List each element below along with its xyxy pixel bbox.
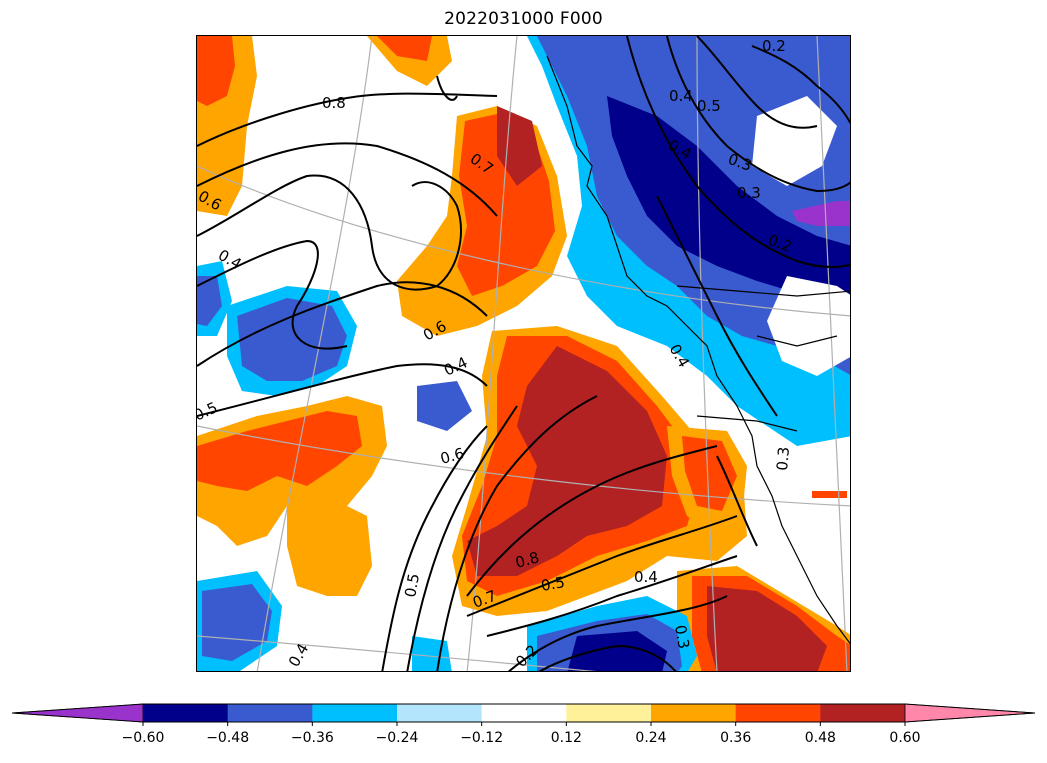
dark-red-region [467,346,667,576]
red-region [377,36,432,61]
red-region [812,491,847,498]
dark-blue-region [567,631,667,671]
light-blue-region [412,636,452,671]
coastline [546,55,850,645]
purple-region [792,201,850,226]
map-title: 2022031000 F000 [444,9,603,29]
contour-label: 0.3 [671,624,693,651]
contour-label: 0.3 [737,184,761,202]
colorbar-tick-label: −0.12 [460,730,503,746]
contour-label: 0.5 [197,398,220,424]
contour-label: 0.5 [401,572,423,599]
contour-label: 0.8 [322,94,346,112]
colorbar-cell [143,704,229,722]
contour-label: 0.6 [438,444,466,468]
contour-label: 0.2 [762,37,786,55]
contour-label: 0.4 [669,87,693,105]
contour-label: 0.5 [540,573,567,595]
filled-shading [197,36,850,671]
colorbar-ticks: −0.60 −0.48 −0.36 −0.24 −0.12 0.12 0.24 0.36 0.4… [122,722,921,746]
colorbar-extend-max [904,703,1036,723]
colorbar-tick-label: −0.60 [122,730,165,746]
contour-label: 0.3 [773,446,793,471]
colorbar-cell [566,704,652,722]
colorbar-tick-label: −0.36 [291,730,334,746]
medium-blue-region [197,276,222,326]
colorbar-cell [735,704,821,722]
colorbar-tick-label: 0.60 [889,730,920,746]
orange-region [287,501,372,596]
colorbar-tick-label: −0.24 [376,730,419,746]
contour-label: 0.4 [441,353,470,379]
colorbar-tick-label: −0.48 [206,730,249,746]
colorbar-tick-label: 0.36 [720,730,751,746]
medium-blue-region [417,381,472,431]
colorbar-cell [397,704,483,722]
colorbar-cell [227,704,313,722]
contour-label: 0.4 [634,568,658,586]
red-region [197,36,235,106]
colorbar-cell [481,704,567,722]
colorbar-extend-min [11,703,144,723]
medium-blue-region [237,298,347,381]
colorbar-tick-label: 0.24 [635,730,666,746]
colorbar-tick-label: 0.48 [805,730,836,746]
red-region [197,411,362,491]
contour-label: 0.5 [697,97,721,115]
colorbar-cell [312,704,398,722]
colorbar-cells [11,703,1036,723]
colorbar: −0.60 −0.48 −0.36 −0.24 −0.12 0.12 0.24 0.36 0.4… [11,703,1036,746]
colorbar-tick-label: 0.12 [551,730,582,746]
dark-red-region [497,106,542,186]
colorbar-cell [820,704,906,722]
map-canvas: 0.8 0.7 0.6 0.4 0.6 0.4 0.5 0.6 0.8 0.5 … [197,36,850,671]
orange-region [367,36,452,86]
colorbar-cell [651,704,737,722]
dark-blue-region [607,96,850,306]
contour-label: 0.8 [513,548,541,572]
dark-red-region [707,586,827,671]
red-region [682,436,737,511]
medium-blue-region [202,584,272,661]
contour-lines [197,36,850,671]
map-panel: 0.8 0.7 0.6 0.4 0.6 0.4 0.5 0.6 0.8 0.5 … [196,35,851,672]
